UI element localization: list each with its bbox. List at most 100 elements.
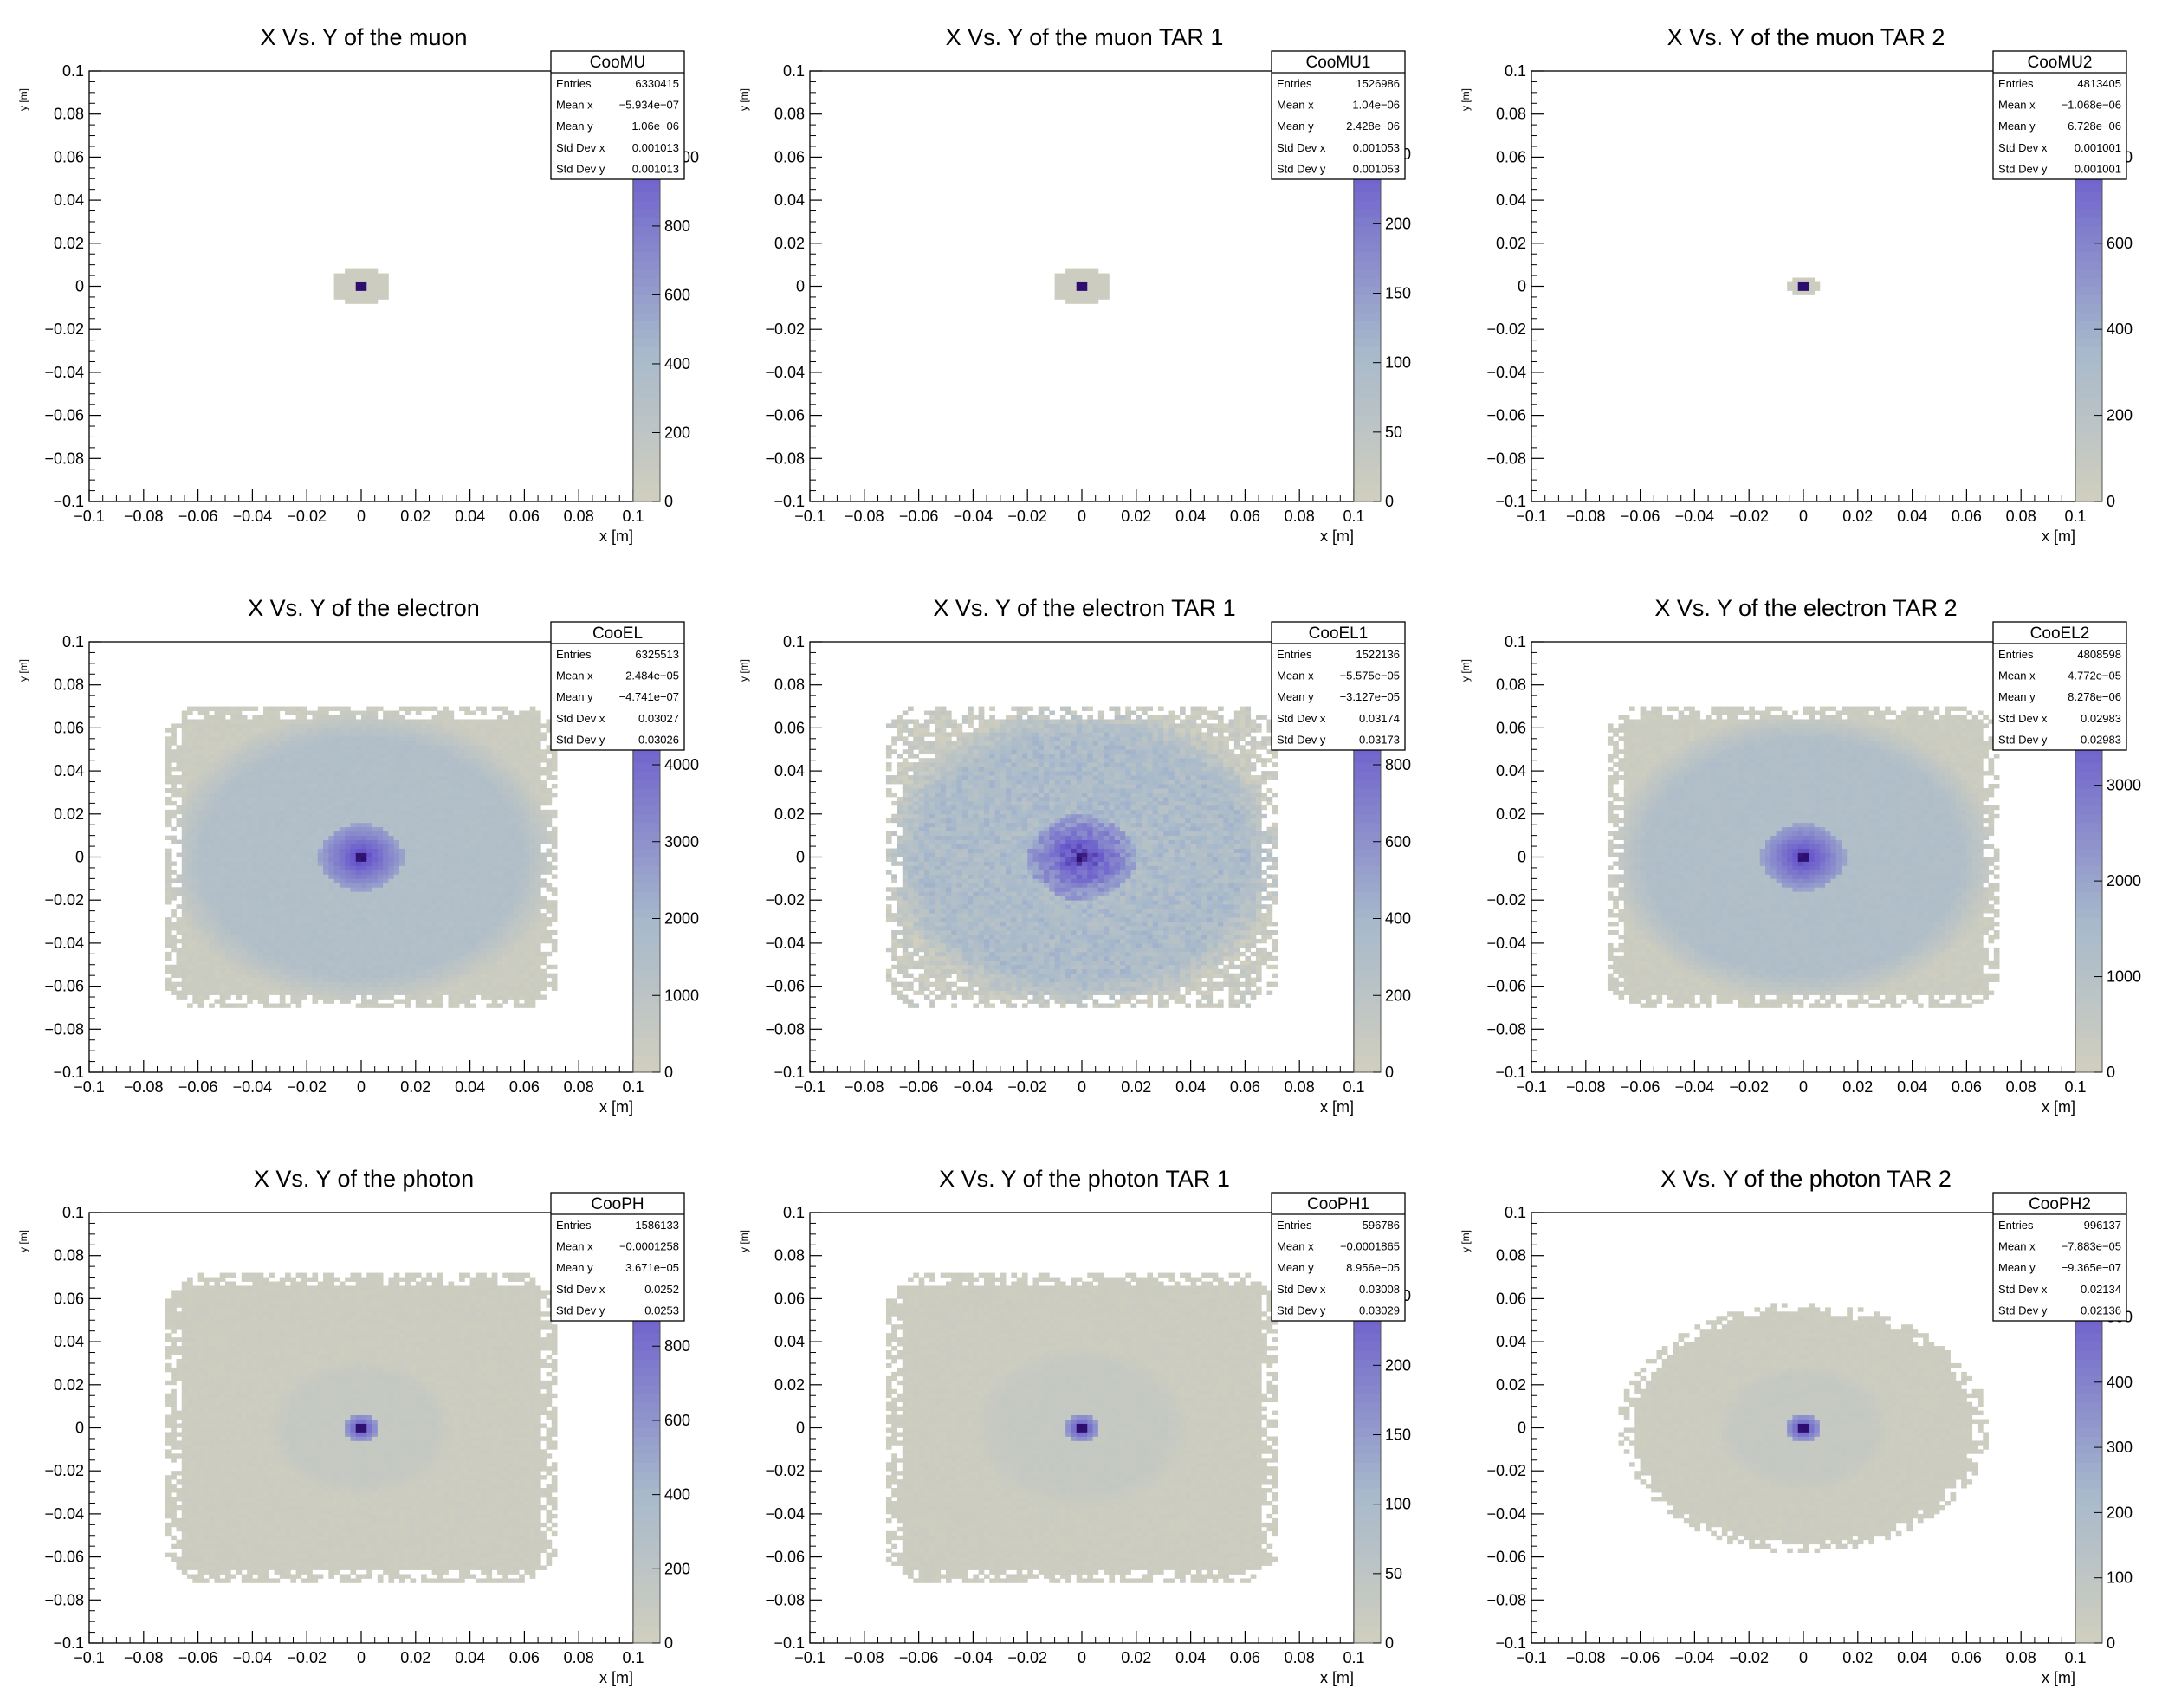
heatmap-cell <box>508 926 515 930</box>
heatmap-cell <box>492 857 498 862</box>
heatmap-cell <box>258 784 264 788</box>
heatmap-cell <box>356 922 362 926</box>
heatmap-cell <box>394 762 400 767</box>
heatmap-cell <box>280 857 286 862</box>
heatmap-cell <box>285 719 291 723</box>
color-bar-segment <box>2075 269 2102 278</box>
heatmap-cell <box>204 719 210 723</box>
heatmap-cell <box>242 836 248 840</box>
heatmap-cell <box>269 922 275 926</box>
heatmap-cell <box>225 896 231 900</box>
color-bar-segment <box>1354 217 1381 226</box>
heatmap-cell <box>275 974 281 978</box>
heatmap-cell <box>476 810 482 814</box>
heatmap-cell <box>258 861 264 865</box>
heatmap-cell <box>236 878 243 883</box>
heatmap-cell <box>204 840 210 844</box>
heatmap-cell <box>508 715 515 719</box>
heatmap-cell <box>372 883 379 887</box>
heatmap-cell <box>269 904 275 909</box>
heatmap-cell <box>280 865 286 870</box>
heatmap-cell <box>187 728 193 732</box>
heatmap-cell <box>356 1003 362 1007</box>
heatmap-cell <box>285 728 291 732</box>
heatmap-cell <box>263 857 269 862</box>
heatmap-cell <box>214 965 220 969</box>
heatmap-cell <box>182 909 188 913</box>
heatmap-cell <box>394 974 400 978</box>
heatmap-cell <box>345 831 351 836</box>
heatmap-cell <box>405 930 411 935</box>
heatmap-cell <box>497 891 503 896</box>
heatmap-cell <box>464 857 470 862</box>
x-tick-label: 0.04 <box>1175 508 1206 525</box>
heatmap-cell <box>275 732 281 736</box>
heatmap-cell <box>383 844 389 849</box>
heatmap-cells <box>165 707 558 1008</box>
heatmap-cell <box>345 878 351 883</box>
heatmap-cell <box>176 887 182 891</box>
heatmap-cell <box>361 818 367 823</box>
heatmap-cell <box>378 857 384 862</box>
heatmap-cell <box>470 797 476 801</box>
heatmap-cell <box>230 840 236 844</box>
heatmap-cell <box>1093 282 1099 287</box>
heatmap-cell <box>421 849 427 853</box>
heatmap-cell <box>285 827 291 831</box>
heatmap-cell <box>366 723 372 728</box>
heatmap-cell <box>454 857 460 862</box>
heatmap-cell <box>361 723 367 728</box>
heatmap-cell <box>476 952 482 956</box>
heatmap-cell <box>247 762 253 767</box>
heatmap-cell <box>464 948 470 952</box>
heatmap-cell <box>334 978 340 982</box>
y-tick-label: −0.06 <box>1486 407 1526 424</box>
heatmap-cell <box>275 883 281 887</box>
heatmap-cell <box>247 982 253 987</box>
heatmap-cell <box>242 982 248 987</box>
heatmap-cell <box>394 961 400 965</box>
heatmap-cell <box>437 913 443 917</box>
heatmap-cell <box>350 728 356 732</box>
heatmap-cell <box>514 995 520 1000</box>
heatmap-cell <box>165 956 172 961</box>
heatmap-cell <box>187 974 193 978</box>
heatmap-cell <box>269 926 275 930</box>
heatmap-cell <box>192 844 198 849</box>
heatmap-cell <box>296 969 302 974</box>
color-bar-label: 0 <box>2107 493 2115 510</box>
heatmap-cell <box>356 728 362 732</box>
heatmap-cell <box>497 978 503 982</box>
heatmap-cell <box>345 896 351 900</box>
heatmap-cell <box>356 961 362 965</box>
heatmap-cell <box>394 1000 400 1004</box>
heatmap-cell <box>372 865 379 870</box>
heatmap-cell <box>421 904 427 909</box>
heatmap-cell <box>459 814 465 818</box>
heatmap-cell <box>285 818 291 823</box>
heatmap-cell <box>502 926 508 930</box>
heatmap-cell <box>464 758 470 762</box>
heatmap-cell <box>502 741 508 745</box>
heatmap-cell <box>502 857 508 862</box>
heatmap-cell <box>312 754 318 758</box>
heatmap-cell <box>209 823 215 827</box>
heatmap-cell <box>225 711 231 715</box>
heatmap-cell <box>470 904 476 909</box>
heatmap-cell <box>198 818 204 823</box>
heatmap-cell <box>263 939 269 943</box>
heatmap-cell <box>204 836 210 840</box>
heatmap-cell <box>334 831 340 836</box>
heatmap-cell <box>307 926 313 930</box>
color-bar-segment <box>1354 303 1381 312</box>
heatmap-cell <box>280 784 286 788</box>
heatmap-cell <box>388 827 394 831</box>
heatmap-cell <box>258 745 264 749</box>
heatmap-cell <box>242 707 248 711</box>
heatmap-cell <box>411 805 417 810</box>
heatmap-cell <box>497 741 503 745</box>
heatmap-cell <box>464 732 470 736</box>
heatmap-cell <box>323 861 329 865</box>
heatmap-cell <box>508 887 515 891</box>
heatmap-cell <box>275 991 281 995</box>
